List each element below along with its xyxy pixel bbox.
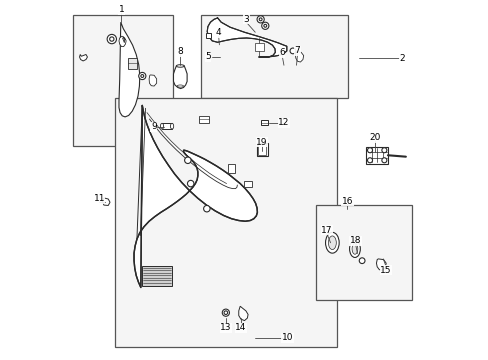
Bar: [260, 121, 267, 125]
Polygon shape: [149, 75, 156, 86]
Circle shape: [109, 37, 114, 41]
Polygon shape: [134, 105, 257, 288]
Ellipse shape: [351, 243, 357, 254]
Text: 17: 17: [321, 226, 332, 235]
Circle shape: [261, 22, 268, 30]
Polygon shape: [376, 259, 386, 270]
Text: 11: 11: [93, 194, 105, 203]
Circle shape: [203, 206, 210, 212]
Ellipse shape: [176, 65, 184, 67]
Text: 2: 2: [399, 54, 404, 63]
Bar: [128, 58, 137, 69]
Text: 9: 9: [151, 122, 156, 131]
Text: 18: 18: [349, 237, 361, 246]
Polygon shape: [119, 22, 140, 117]
Ellipse shape: [328, 236, 336, 249]
Polygon shape: [80, 54, 87, 61]
Circle shape: [222, 309, 229, 316]
Text: 16: 16: [341, 197, 352, 206]
Text: 20: 20: [369, 133, 380, 142]
Bar: [201, 15, 348, 98]
Bar: [206, 33, 211, 38]
Bar: [198, 116, 209, 123]
Text: 10: 10: [281, 333, 293, 342]
Text: 7: 7: [294, 46, 300, 55]
Text: 3: 3: [243, 15, 249, 24]
Circle shape: [359, 258, 364, 264]
Ellipse shape: [349, 240, 360, 257]
Text: 4: 4: [215, 28, 221, 37]
Circle shape: [107, 35, 116, 44]
Bar: [228, 164, 234, 173]
Circle shape: [259, 18, 262, 21]
Circle shape: [257, 16, 264, 23]
Ellipse shape: [160, 123, 163, 129]
Polygon shape: [102, 198, 110, 206]
Text: 19: 19: [255, 138, 267, 147]
Text: 12: 12: [278, 118, 289, 127]
Circle shape: [367, 158, 372, 163]
Circle shape: [367, 148, 372, 153]
Bar: [162, 123, 172, 129]
Polygon shape: [207, 18, 286, 57]
Bar: [316, 205, 411, 300]
Bar: [142, 266, 171, 286]
Text: 6: 6: [279, 48, 285, 57]
Bar: [255, 43, 264, 51]
Text: 5: 5: [204, 53, 210, 62]
Circle shape: [381, 148, 386, 153]
Ellipse shape: [177, 85, 183, 87]
Ellipse shape: [170, 123, 173, 129]
Polygon shape: [173, 66, 187, 89]
Polygon shape: [119, 36, 126, 46]
Bar: [73, 15, 172, 146]
Circle shape: [187, 180, 194, 187]
Text: 1: 1: [119, 5, 124, 14]
Bar: [258, 144, 266, 155]
Circle shape: [184, 157, 191, 163]
Circle shape: [139, 72, 145, 80]
Ellipse shape: [325, 232, 339, 253]
Text: 13: 13: [220, 323, 231, 332]
Bar: [244, 181, 252, 187]
Circle shape: [381, 158, 386, 163]
Polygon shape: [295, 51, 303, 62]
Circle shape: [289, 48, 295, 54]
Text: 14: 14: [235, 323, 246, 332]
Circle shape: [224, 311, 227, 315]
Text: 15: 15: [380, 266, 391, 275]
Polygon shape: [238, 306, 247, 320]
Bar: [115, 98, 336, 347]
Circle shape: [141, 75, 143, 77]
Text: 8: 8: [177, 47, 183, 56]
Bar: [257, 143, 267, 156]
Bar: [366, 147, 387, 164]
Circle shape: [264, 24, 266, 27]
